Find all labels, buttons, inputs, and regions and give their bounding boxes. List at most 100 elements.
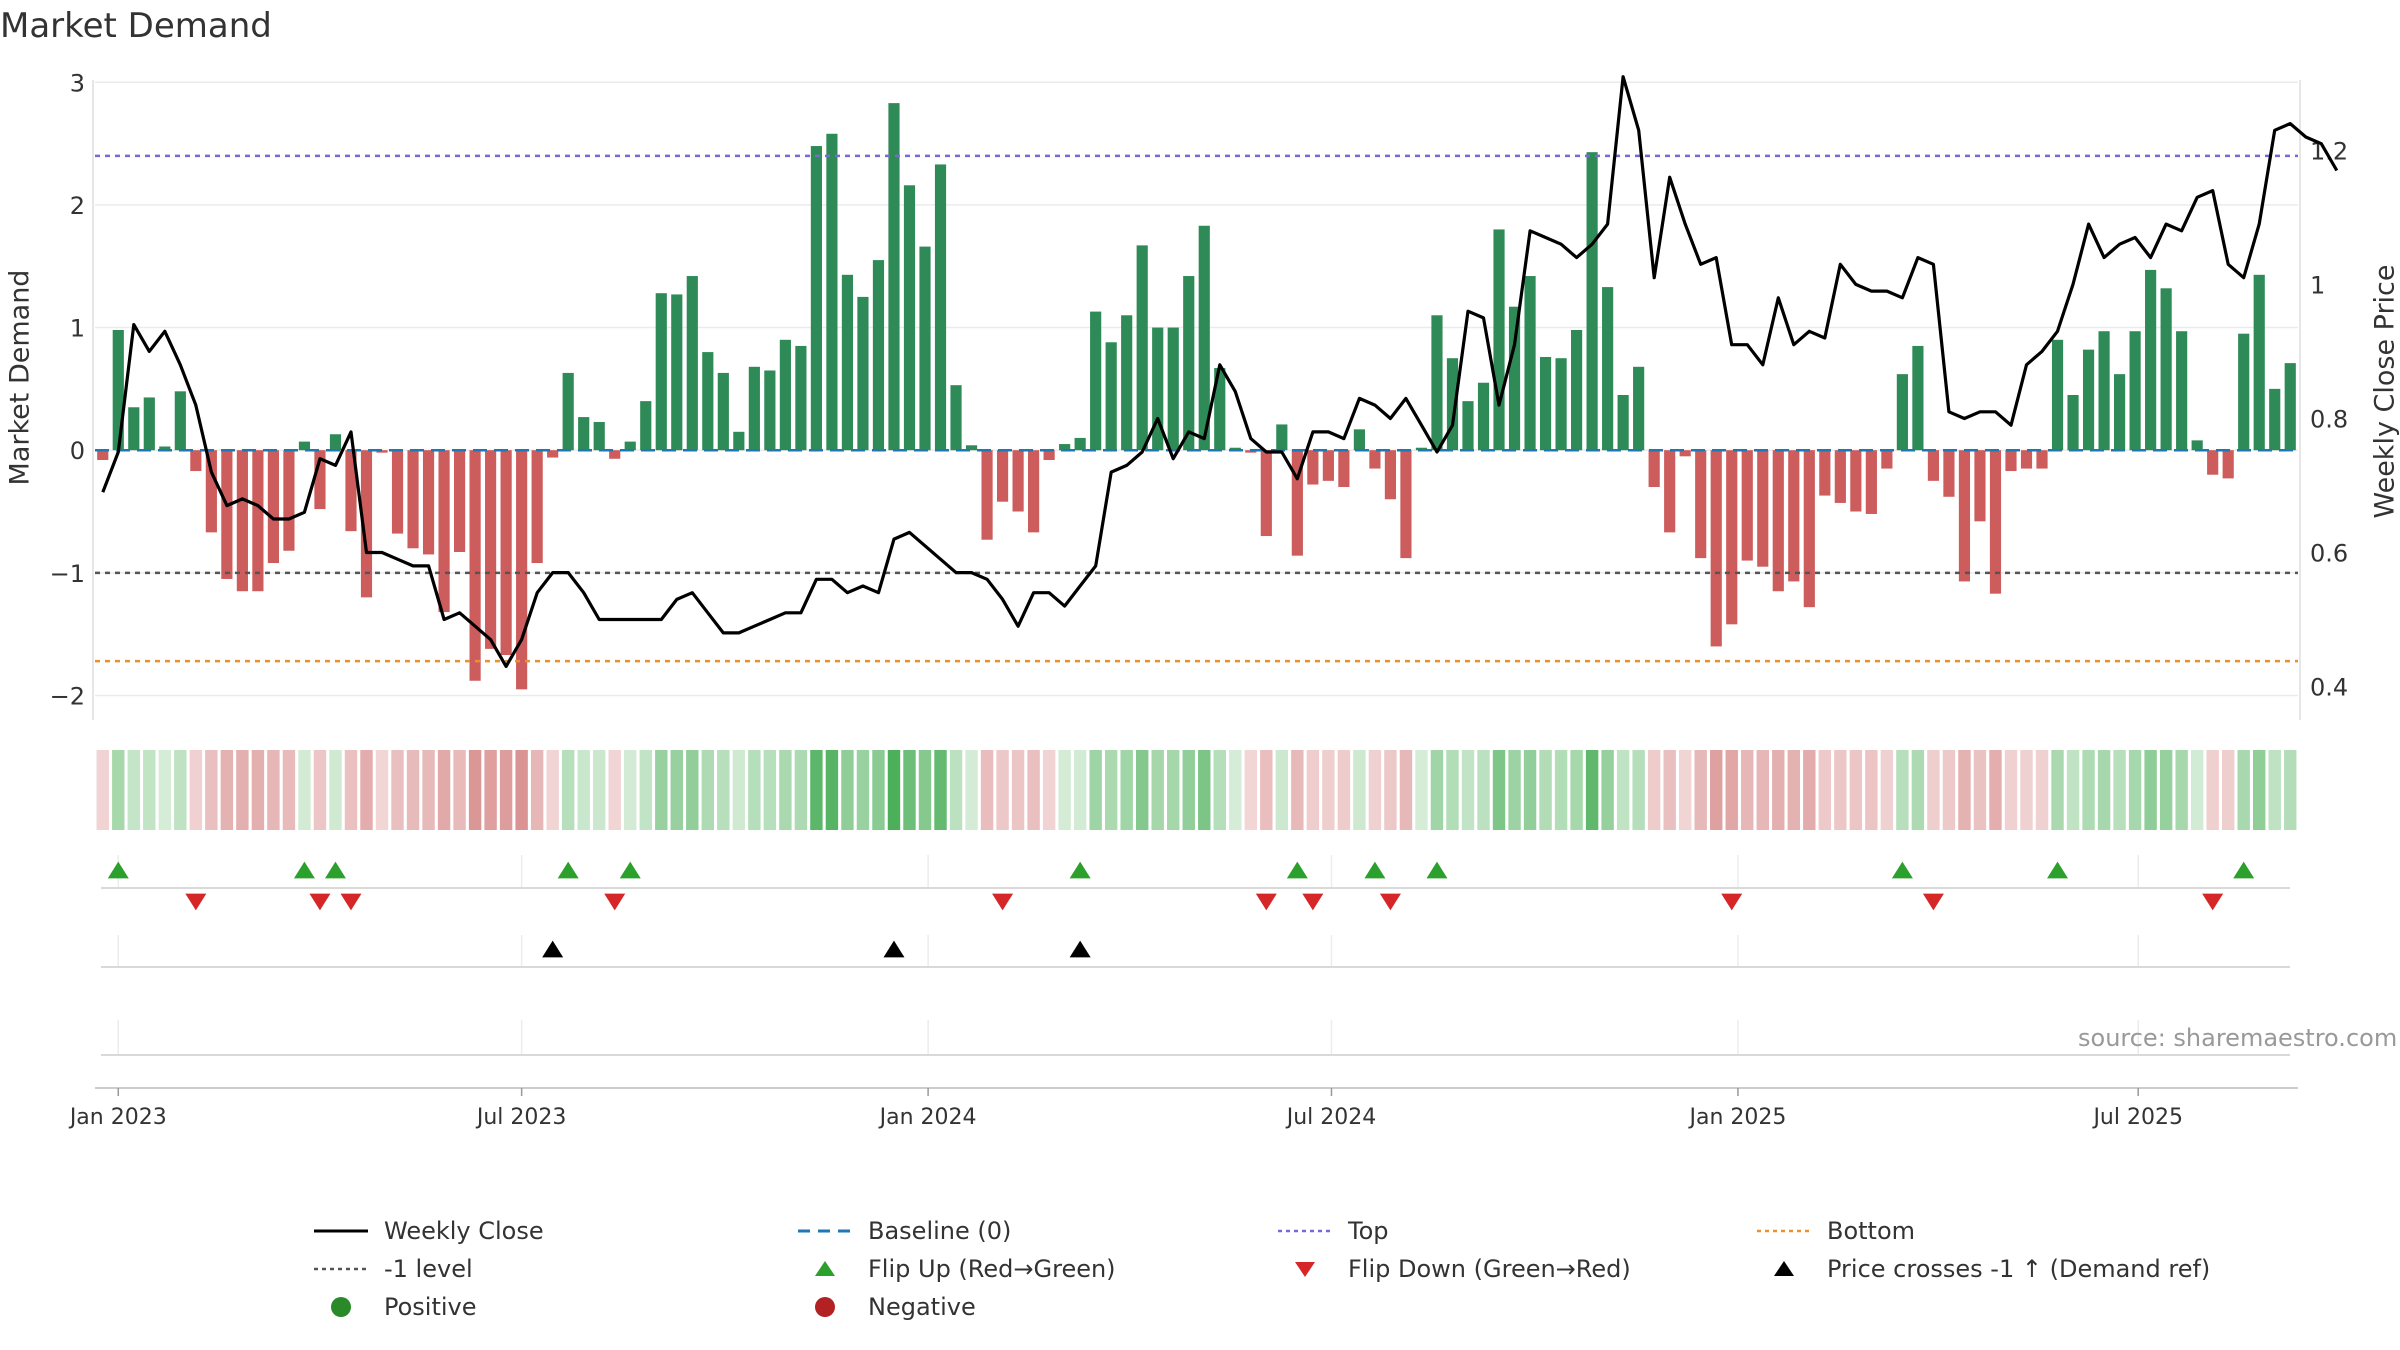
- demand-heat-cell: [1384, 750, 1397, 830]
- demand-heat-cell: [1011, 750, 1025, 830]
- demand-bar: [702, 352, 714, 451]
- demand-heat-cell: [1073, 750, 1087, 830]
- demand-heat-cell: [1213, 750, 1226, 830]
- y-left-tick-label: −2: [50, 682, 85, 710]
- demand-bar: [733, 431, 745, 451]
- demand-bar: [1958, 450, 1971, 582]
- demand-heat-cell: [1694, 750, 1707, 830]
- demand-heat-cell: [422, 750, 435, 830]
- demand-heat-cell: [934, 750, 947, 830]
- demand-bar: [717, 372, 729, 451]
- demand-bar: [2005, 450, 2017, 472]
- chart-title: Market Demand: [0, 6, 272, 46]
- demand-bar: [112, 330, 124, 451]
- demand-bar: [1679, 450, 1691, 457]
- flip-up-marker: [1426, 861, 1448, 879]
- demand-bar: [205, 450, 217, 533]
- demand-heat-cell: [267, 750, 280, 830]
- demand-heat-cell: [1337, 750, 1351, 830]
- legend-item: Negative: [794, 1288, 976, 1326]
- demand-bar: [360, 450, 373, 598]
- demand-bar: [2114, 374, 2126, 451]
- demand-bar: [2191, 440, 2203, 451]
- demand-heat-cell: [2268, 750, 2281, 830]
- legend-label: -1 level: [384, 1255, 473, 1283]
- demand-heat-cell: [655, 750, 668, 830]
- demand-bar: [2284, 363, 2296, 451]
- demand-bar: [1322, 450, 1334, 481]
- demand-heat-cell: [748, 750, 761, 830]
- flip-up-marker: [2047, 861, 2069, 879]
- demand-bar: [1012, 450, 1024, 512]
- demand-bar: [1043, 450, 1055, 460]
- demand-heat-cell: [2066, 750, 2080, 830]
- demand-bar: [1090, 311, 1102, 451]
- demand-heat-cell: [1291, 750, 1304, 830]
- demand-bar: [531, 450, 543, 564]
- demand-heat-cell: [1492, 750, 1506, 830]
- demand-bar: [1772, 450, 1784, 592]
- demand-bar: [1571, 330, 1583, 451]
- demand-bar: [143, 397, 155, 451]
- flip-up-marker: [1286, 861, 1308, 879]
- demand-bar: [1555, 358, 1567, 451]
- demand-heat-cell: [236, 750, 249, 830]
- demand-heat-cell: [1896, 750, 1909, 830]
- demand-heat-cell: [810, 750, 823, 830]
- demand-heat-cell: [2284, 750, 2297, 830]
- demand-heat-cell: [406, 750, 420, 830]
- y-right-tick-label: 0.4: [2310, 673, 2348, 701]
- demand-bar: [1881, 450, 1893, 469]
- source-credit: source: sharemaestro.com: [2078, 1024, 2398, 1052]
- y-right-tick-label: 1: [2310, 271, 2325, 299]
- demand-heat-cell: [1368, 750, 1382, 830]
- demand-heat-cell: [624, 750, 637, 830]
- demand-heat-cell: [360, 750, 373, 830]
- demand-bar: [1074, 437, 1086, 451]
- legend-label: Top: [1348, 1217, 1389, 1245]
- demand-bar: [857, 296, 869, 451]
- demand-bar: [1384, 450, 1397, 500]
- demand-bar: [2129, 331, 2141, 451]
- demand-bar: [252, 450, 264, 592]
- demand-bar: [1214, 368, 1226, 451]
- demand-bar: [174, 391, 186, 451]
- demand-bar: [453, 450, 466, 552]
- demand-bar: [1834, 450, 1846, 503]
- demand-heat-cell: [903, 750, 916, 830]
- legend-symbol: [314, 1267, 368, 1271]
- demand-heat-cell: [701, 750, 715, 830]
- demand-heat-cell: [577, 750, 590, 830]
- demand-heat-cell: [561, 750, 575, 830]
- demand-bar: [1524, 276, 1536, 451]
- demand-bar: [190, 450, 202, 472]
- demand-heat-cell: [1306, 750, 1320, 830]
- demand-bar: [1896, 374, 1908, 451]
- demand-heat-cell: [593, 750, 606, 830]
- demand-heat-cell: [686, 750, 699, 830]
- demand-bar: [407, 450, 419, 549]
- flip-down-marker: [1302, 893, 1324, 911]
- demand-heat-cell: [112, 750, 125, 830]
- demand-bar: [128, 407, 140, 451]
- demand-heat-cell: [1508, 750, 1521, 830]
- demand-heat-cell: [763, 750, 777, 830]
- demand-heat-cell: [1585, 750, 1599, 830]
- flip-up-marker: [557, 861, 579, 879]
- demand-bar: [981, 450, 993, 540]
- demand-bar: [97, 450, 109, 460]
- demand-bar: [159, 446, 171, 451]
- price-cross-marker: [542, 940, 564, 958]
- y-right-tick-label: 0.6: [2310, 539, 2348, 567]
- demand-bar: [500, 450, 512, 655]
- demand-heat-cell: [1570, 750, 1583, 830]
- demand-bar: [376, 450, 388, 453]
- demand-heat-cell: [1632, 750, 1645, 830]
- demand-bar: [1912, 345, 1924, 451]
- demand-heat-cell: [484, 750, 497, 830]
- flip-up-marker: [1069, 861, 1091, 879]
- demand-bar: [2176, 331, 2188, 451]
- demand-heat-cell: [2082, 750, 2095, 830]
- demand-bar: [1353, 429, 1365, 451]
- demand-bar: [2020, 450, 2033, 469]
